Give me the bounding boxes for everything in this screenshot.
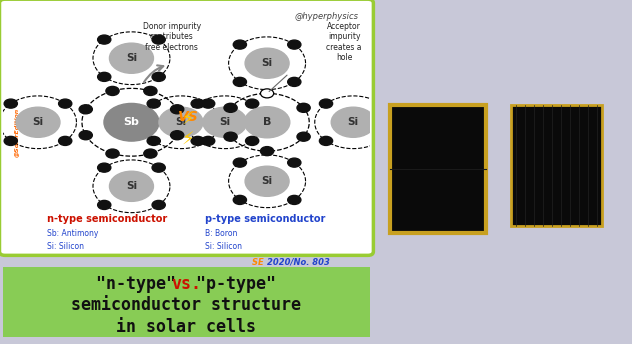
Circle shape bbox=[109, 43, 154, 73]
Text: n-type semiconductor: n-type semiconductor bbox=[47, 214, 167, 224]
Circle shape bbox=[288, 158, 301, 167]
Text: in solar cells: in solar cells bbox=[116, 318, 257, 335]
Circle shape bbox=[59, 136, 72, 146]
Circle shape bbox=[202, 136, 215, 146]
Text: Acceptor
impurity
creates a
hole: Acceptor impurity creates a hole bbox=[326, 22, 362, 62]
Circle shape bbox=[97, 72, 111, 82]
Circle shape bbox=[246, 136, 258, 146]
Circle shape bbox=[104, 104, 159, 141]
Circle shape bbox=[245, 166, 289, 196]
Circle shape bbox=[245, 107, 290, 138]
Circle shape bbox=[79, 105, 92, 114]
Circle shape bbox=[152, 72, 166, 82]
Text: Donor impurity
contributes
free electrons: Donor impurity contributes free electron… bbox=[143, 22, 201, 52]
Circle shape bbox=[97, 201, 111, 209]
Circle shape bbox=[245, 48, 289, 78]
FancyBboxPatch shape bbox=[0, 267, 377, 338]
Text: Si: Si bbox=[348, 117, 359, 127]
Circle shape bbox=[297, 132, 310, 141]
Circle shape bbox=[152, 163, 166, 172]
Text: Si: Si bbox=[126, 181, 137, 191]
Circle shape bbox=[147, 136, 161, 146]
Circle shape bbox=[191, 99, 204, 108]
Circle shape bbox=[331, 107, 375, 137]
Circle shape bbox=[144, 149, 157, 158]
Text: Si: Si bbox=[32, 117, 44, 127]
Text: Si: Si bbox=[175, 117, 186, 127]
Circle shape bbox=[171, 105, 184, 114]
Circle shape bbox=[297, 103, 310, 112]
Text: Sb: Antimony: Sb: Antimony bbox=[47, 229, 99, 238]
Text: Si: Si bbox=[262, 58, 272, 68]
Text: 2020/No. 803: 2020/No. 803 bbox=[267, 258, 330, 267]
Circle shape bbox=[233, 195, 246, 204]
Text: @hyperphysics: @hyperphysics bbox=[295, 12, 359, 21]
FancyBboxPatch shape bbox=[390, 105, 486, 233]
FancyBboxPatch shape bbox=[511, 105, 602, 226]
Circle shape bbox=[147, 99, 161, 108]
Circle shape bbox=[4, 136, 17, 146]
Circle shape bbox=[191, 136, 204, 146]
Circle shape bbox=[233, 158, 246, 167]
Circle shape bbox=[4, 99, 17, 108]
Circle shape bbox=[288, 40, 301, 49]
Text: ⚡: ⚡ bbox=[182, 111, 195, 129]
Circle shape bbox=[260, 147, 274, 155]
Text: B: B bbox=[263, 117, 271, 127]
Text: Si: Silicon: Si: Silicon bbox=[47, 241, 84, 250]
Text: p-type semiconductor: p-type semiconductor bbox=[205, 214, 325, 224]
Circle shape bbox=[260, 89, 274, 98]
Circle shape bbox=[288, 195, 301, 204]
Text: ⚡: ⚡ bbox=[182, 131, 195, 149]
Circle shape bbox=[16, 107, 60, 137]
Circle shape bbox=[171, 131, 184, 140]
Circle shape bbox=[144, 86, 157, 95]
Circle shape bbox=[288, 77, 301, 86]
Circle shape bbox=[224, 103, 237, 112]
Text: "p-type": "p-type" bbox=[186, 275, 276, 293]
Circle shape bbox=[233, 40, 246, 49]
Circle shape bbox=[319, 99, 332, 108]
Circle shape bbox=[106, 149, 119, 158]
Text: Si: Silicon: Si: Silicon bbox=[205, 241, 242, 250]
Circle shape bbox=[152, 35, 166, 44]
Text: vs.: vs. bbox=[171, 275, 202, 293]
Circle shape bbox=[374, 99, 387, 108]
Circle shape bbox=[374, 136, 387, 146]
Circle shape bbox=[97, 35, 111, 44]
Circle shape bbox=[106, 86, 119, 95]
Text: "n-type": "n-type" bbox=[97, 275, 186, 293]
Circle shape bbox=[224, 132, 237, 141]
Circle shape bbox=[233, 77, 246, 86]
Circle shape bbox=[203, 107, 247, 137]
Circle shape bbox=[59, 99, 72, 108]
Circle shape bbox=[152, 201, 166, 209]
Circle shape bbox=[319, 136, 332, 146]
Circle shape bbox=[159, 107, 203, 137]
Circle shape bbox=[79, 131, 92, 140]
Circle shape bbox=[97, 163, 111, 172]
Text: @SolarEdition: @SolarEdition bbox=[13, 108, 18, 157]
Circle shape bbox=[202, 99, 215, 108]
FancyBboxPatch shape bbox=[0, 0, 374, 255]
Text: Si: Si bbox=[126, 53, 137, 63]
Text: SE: SE bbox=[252, 258, 267, 267]
Text: Si: Si bbox=[262, 176, 272, 186]
Text: B: Boron: B: Boron bbox=[205, 229, 237, 238]
Text: Si: Si bbox=[219, 117, 231, 127]
Circle shape bbox=[109, 171, 154, 201]
Circle shape bbox=[246, 99, 258, 108]
Text: VS: VS bbox=[178, 110, 198, 124]
Text: semiconductor structure: semiconductor structure bbox=[71, 297, 301, 314]
Text: Sb: Sb bbox=[123, 117, 140, 127]
